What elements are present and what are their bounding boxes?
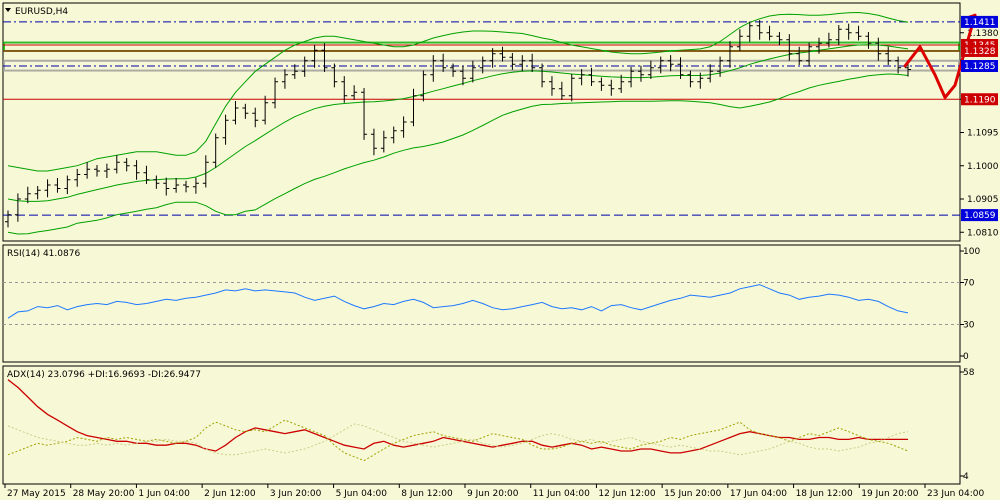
- price-tag-label: 1.0859: [964, 211, 996, 221]
- price-tag: [961, 15, 998, 28]
- rsi-panel-frame: [2, 244, 961, 363]
- x-tick-label: 15 Jun 20:00: [664, 489, 721, 499]
- x-tick-label: 23 Jun 04:00: [927, 489, 984, 499]
- adx-tick-label: 4: [963, 472, 969, 482]
- x-tick-label: 28 May 20:00: [73, 489, 135, 499]
- x-tick-label: 2 Jun 12:00: [204, 489, 256, 499]
- bollinger-middle: [7, 44, 909, 202]
- y-tick-label: 1.1000: [967, 162, 999, 172]
- price-tag: [961, 44, 998, 57]
- plus-di-line: [7, 419, 909, 462]
- rsi-panel: 100 70 30 0: [2, 244, 980, 363]
- adx-title: ADX(14) 23.0796 +DI:16.9693 -DI:26.9477: [7, 370, 201, 380]
- zone-box: [3, 41, 960, 52]
- x-tick-label: 18 Jun 12:00: [796, 489, 853, 499]
- rsi-line: [7, 284, 909, 319]
- bollinger-upper: [7, 11, 909, 172]
- y-tick-label: 1.0905: [967, 195, 999, 205]
- x-tick-label: 9 Jun 20:00: [467, 489, 519, 499]
- adx-tick-label: 58: [963, 368, 975, 378]
- time-axis: 27 May 2015 28 May 20:00 1 Jun 04:00 2 Jun …: [4, 484, 984, 499]
- main-panel-frame: [2, 2, 961, 242]
- rsi-tick-label: 30: [963, 321, 975, 331]
- rsi-tick-label: 0: [963, 352, 969, 362]
- x-tick-label: 17 Jun 04:00: [730, 489, 787, 499]
- rsi-tick-label: 100: [963, 247, 980, 257]
- x-tick-label: 19 Jun 20:00: [861, 489, 918, 499]
- x-tick-label: 27 May 2015: [7, 489, 66, 499]
- price-tag-label: 1.1328: [964, 47, 996, 57]
- price-tag: [961, 209, 998, 222]
- y-tick-label: 1.0810: [967, 228, 999, 238]
- x-tick-label: 8 Jun 12:00: [401, 489, 453, 499]
- rsi-tick-label: 70: [963, 279, 975, 289]
- x-tick-label: 11 Jun 04:00: [533, 489, 590, 499]
- y-tick-label: 1.1095: [967, 129, 999, 139]
- y-tick-label: 1.1380: [967, 29, 999, 39]
- adx-panel-frame: [2, 365, 961, 485]
- main-price-panel: 1.0810 1.0905 1.1000 1.1095 1.1190 1.1285 1.13…: [2, 2, 999, 242]
- main-chart-title: EURUSD,H4: [15, 7, 68, 17]
- minus-di-line: [7, 423, 909, 456]
- x-tick-label: 12 Jun 12:00: [598, 489, 655, 499]
- rsi-title: RSI(14) 41.0876: [7, 249, 80, 259]
- x-tick-label: 5 Jun 04:00: [336, 489, 388, 499]
- adx-panel: 58 4: [2, 365, 975, 485]
- price-tag-label: 1.1190: [964, 95, 996, 105]
- x-tick-label: 3 Jun 20:00: [270, 489, 322, 499]
- x-tick-label: 1 Jun 04:00: [138, 489, 190, 499]
- price-tag-label: 1.1411: [964, 18, 996, 28]
- price-tag-label: 1.1285: [964, 62, 996, 72]
- price-tag: [961, 60, 998, 72]
- menu-triangle-icon[interactable]: [5, 8, 11, 12]
- price-tag: [961, 93, 998, 106]
- bollinger-lower: [7, 73, 909, 235]
